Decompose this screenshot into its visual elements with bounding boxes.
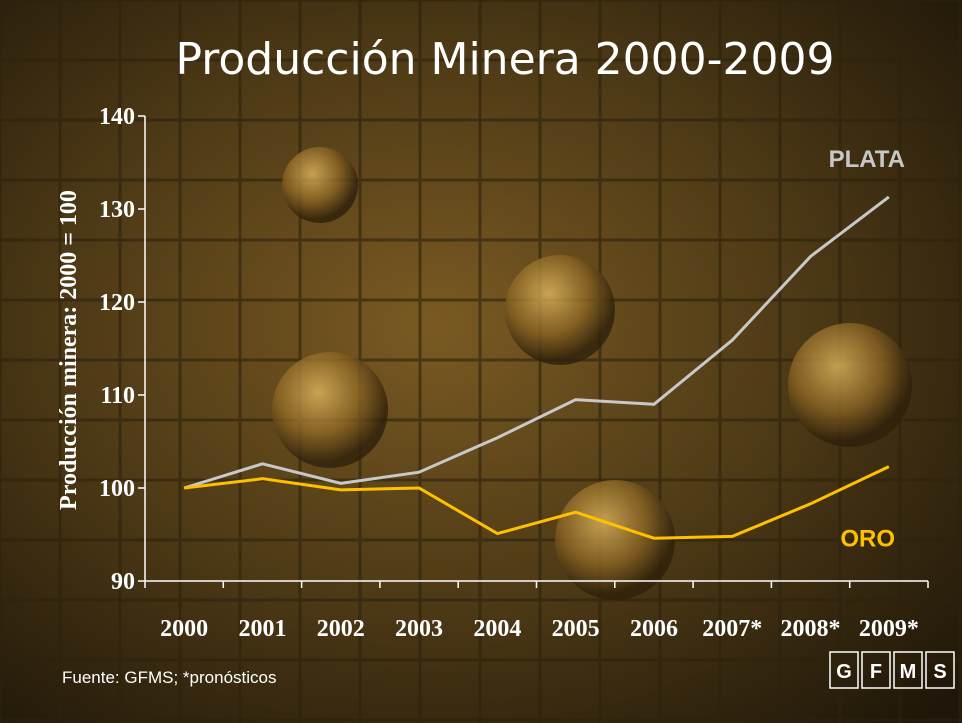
y-tick-label: 140: [99, 104, 135, 130]
y-axis-label: Producción minera: 2000 = 100: [56, 190, 82, 510]
series-label: PLATA: [829, 146, 905, 173]
logo-box: [925, 651, 955, 689]
x-tick-label: 2001: [238, 616, 286, 642]
decor: [282, 147, 358, 223]
decor: [272, 352, 388, 468]
x-tick-label: 2009*: [859, 616, 919, 642]
logo-letter: M: [900, 661, 917, 683]
series-line: [183, 465, 890, 540]
source-note: Fuente: GFMS; *pronósticos: [62, 668, 276, 687]
logo-box: [829, 651, 859, 689]
logo-box: [893, 651, 923, 689]
plot: 90 100 110 120 130 140 2000 2001 2002 2003 2004 200…: [99, 104, 929, 642]
x-tick-label: 2005: [552, 616, 600, 642]
y-tick-label: 130: [99, 197, 135, 223]
x-tick-label: 2007*: [702, 616, 762, 642]
decor: [505, 255, 615, 365]
series-label: ORO: [840, 526, 895, 553]
x-tick-label: 2002: [317, 616, 365, 642]
decor: [788, 323, 912, 447]
logo-box: [861, 651, 891, 689]
x-tick-label: 2008*: [781, 616, 841, 642]
x-tick-label: 2004: [473, 616, 521, 642]
y-tick-label: 100: [99, 476, 135, 502]
y-tick-label: 120: [99, 290, 135, 316]
y-tick-label: 110: [100, 383, 135, 409]
x-tick-label: 2000: [160, 616, 208, 642]
logo-letter: S: [933, 661, 946, 683]
series-line: [183, 195, 890, 490]
logo-letter: F: [870, 661, 882, 683]
x-tick-label: 2006: [630, 616, 678, 642]
decor: [555, 480, 675, 600]
chart-title: Producción Minera 2000-2009: [175, 34, 834, 85]
y-tick-label: 90: [111, 569, 135, 595]
logo-letter: G: [836, 661, 852, 683]
x-tick-label: 2003: [395, 616, 443, 642]
